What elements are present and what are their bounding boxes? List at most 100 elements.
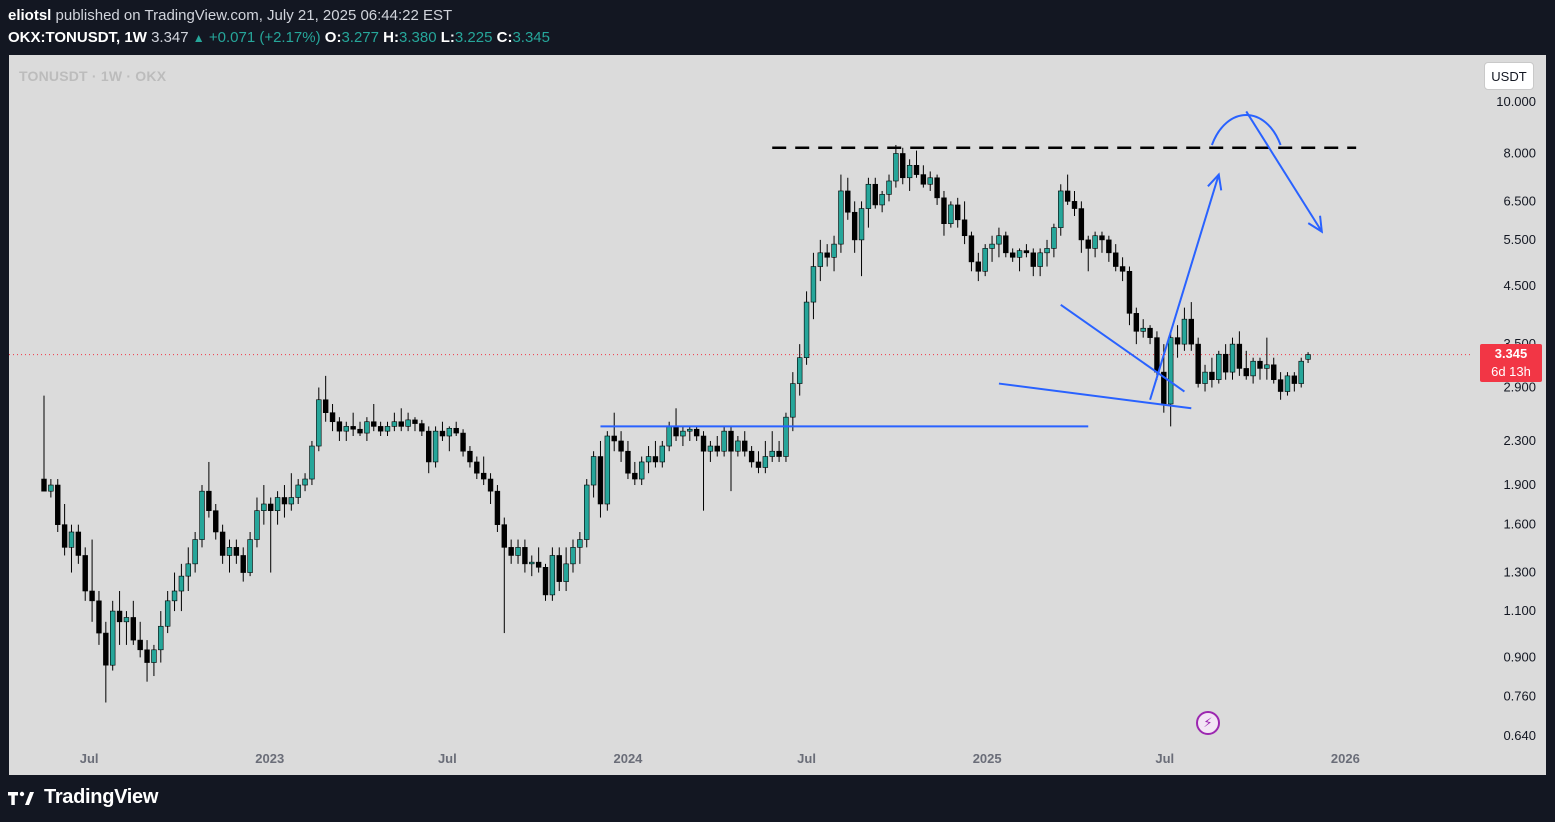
bearish-candle-body bbox=[1023, 250, 1030, 254]
candle bbox=[1277, 372, 1284, 400]
lightning-icon[interactable]: ⚡ bbox=[1196, 711, 1220, 735]
bullish-candle-body bbox=[1250, 360, 1256, 377]
candle bbox=[178, 563, 185, 612]
bullish-candle-body bbox=[577, 539, 583, 548]
bullish-candle-body bbox=[817, 252, 824, 267]
last-price: 3.347 bbox=[151, 29, 189, 46]
chart-canvas[interactable]: 10.0008.0006.5005.5004.5003.5002.9002.30… bbox=[9, 55, 1546, 775]
candle bbox=[391, 412, 398, 432]
bullish-candle-body bbox=[838, 190, 844, 245]
candle bbox=[1085, 235, 1091, 272]
candle bbox=[480, 456, 487, 486]
candle bbox=[831, 235, 837, 272]
candle bbox=[467, 446, 473, 468]
bullish-candle-body bbox=[659, 445, 666, 463]
bullish-candle-body bbox=[261, 503, 267, 511]
candle bbox=[453, 421, 459, 437]
candle bbox=[755, 451, 762, 474]
bearish-candle-body bbox=[371, 421, 377, 427]
candle bbox=[570, 539, 576, 573]
bullish-candle-body bbox=[171, 590, 178, 602]
bearish-candle-body bbox=[467, 450, 473, 463]
bearish-candle-body bbox=[377, 426, 384, 432]
bearish-candle-body bbox=[116, 610, 123, 623]
currency-button[interactable]: USDT bbox=[1484, 62, 1534, 90]
candle bbox=[604, 431, 611, 511]
candle bbox=[522, 539, 528, 573]
y-tick-label: 1.900 bbox=[1503, 477, 1536, 492]
bullish-candle-body bbox=[865, 183, 872, 209]
bearish-candle-body bbox=[137, 639, 143, 651]
candle bbox=[309, 440, 315, 486]
candle bbox=[274, 491, 281, 525]
candle bbox=[1174, 325, 1181, 358]
bearish-candle-body bbox=[336, 421, 343, 432]
candle bbox=[584, 479, 590, 548]
bullish-candle-body bbox=[1140, 327, 1146, 332]
bearish-candle-body bbox=[329, 412, 336, 423]
bullish-candle-body bbox=[769, 450, 775, 457]
bullish-candle-body bbox=[1016, 250, 1023, 258]
bullish-candle-body bbox=[391, 421, 398, 427]
bearish-candle-body bbox=[776, 450, 782, 457]
candle bbox=[879, 190, 885, 213]
candle bbox=[288, 473, 295, 511]
candle bbox=[783, 412, 789, 462]
bearish-candle-body bbox=[322, 399, 329, 413]
candle bbox=[405, 412, 411, 432]
candle bbox=[955, 197, 961, 228]
bearish-candle-body bbox=[1009, 252, 1016, 258]
author-name[interactable]: eliotsl bbox=[8, 7, 52, 24]
candle bbox=[82, 547, 88, 601]
bullish-candle-body bbox=[570, 547, 576, 565]
candle bbox=[302, 473, 308, 492]
candle bbox=[329, 403, 336, 432]
candle bbox=[687, 426, 693, 441]
candle bbox=[742, 431, 748, 457]
y-tick-label: 2.900 bbox=[1503, 380, 1536, 395]
bearish-candle-body bbox=[872, 183, 878, 206]
x-tick-label: 2024 bbox=[613, 751, 643, 766]
chart-panel[interactable]: 10.0008.0006.5005.5004.5003.5002.9002.30… bbox=[9, 55, 1546, 775]
candle bbox=[776, 440, 782, 462]
candle bbox=[316, 387, 322, 452]
candle bbox=[171, 572, 178, 612]
bullish-candle-body bbox=[405, 419, 411, 427]
candle bbox=[1051, 223, 1057, 258]
candle bbox=[900, 147, 906, 185]
bearish-candle-body bbox=[419, 423, 425, 432]
candle bbox=[240, 547, 246, 582]
candle bbox=[1216, 350, 1222, 384]
tradingview-brand[interactable]: TradingView bbox=[44, 786, 159, 808]
candle bbox=[384, 421, 391, 437]
bearish-candle-body bbox=[748, 450, 755, 463]
bearish-candle-body bbox=[1271, 364, 1277, 380]
bearish-candle-body bbox=[941, 197, 947, 224]
bearish-candle-body bbox=[625, 450, 631, 474]
candle bbox=[638, 456, 645, 486]
bearish-candle-body bbox=[1064, 190, 1071, 202]
candle bbox=[1181, 307, 1188, 351]
candle bbox=[48, 479, 54, 498]
candle bbox=[1305, 352, 1311, 364]
candle bbox=[735, 436, 741, 457]
candle bbox=[55, 479, 61, 532]
x-tick-label: Jul bbox=[80, 751, 99, 766]
bearish-candle-body bbox=[1119, 266, 1126, 272]
bearish-candle-body bbox=[597, 456, 604, 505]
bullish-candle-body bbox=[446, 427, 453, 437]
candle bbox=[1257, 357, 1263, 380]
open-value: 3.277 bbox=[341, 29, 379, 46]
last-price-tag: 3.345 6d 13h bbox=[1480, 344, 1542, 382]
candle bbox=[1099, 231, 1105, 253]
bearish-candle-body bbox=[522, 547, 528, 565]
candle bbox=[364, 417, 370, 441]
bullish-candle-body bbox=[158, 625, 164, 651]
candle bbox=[1016, 248, 1023, 272]
candle bbox=[707, 440, 714, 462]
y-tick-label: 8.000 bbox=[1503, 145, 1536, 160]
x-tick-label: Jul bbox=[797, 751, 816, 766]
bearish-candle-body bbox=[89, 590, 95, 602]
candle bbox=[549, 547, 556, 601]
bullish-candle-body bbox=[1298, 360, 1304, 384]
